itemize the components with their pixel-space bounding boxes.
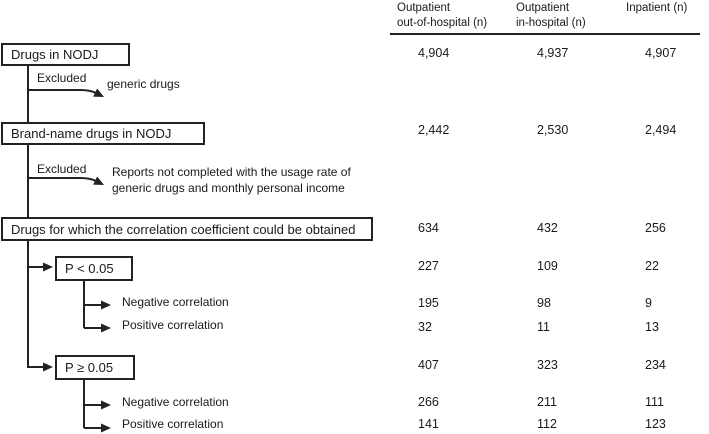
value-cell: 98 — [537, 296, 551, 310]
value-cell: 4,907 — [645, 46, 677, 60]
value-cell: 234 — [645, 358, 666, 372]
value-cell: 634 — [418, 221, 439, 235]
value-cell: 2,494 — [645, 123, 677, 137]
value-cell: 141 — [418, 417, 439, 431]
value-row-p-greater-negative: 266 211 111 — [0, 395, 709, 410]
box-drugs-in-nodj: Drugs in NODJ — [1, 43, 130, 66]
box-p-less-005: P < 0.05 — [55, 256, 133, 281]
value-cell: 112 — [537, 417, 557, 431]
value-cell: 32 — [418, 320, 432, 334]
box-p-greater-equal-005: P ≥ 0.05 — [55, 355, 135, 380]
pge-positive-label: Positive correlation — [122, 417, 224, 431]
value-cell: 4,937 — [537, 46, 569, 60]
value-cell: 9 — [645, 296, 652, 310]
excluded-2-label: Excluded — [37, 162, 87, 176]
column-header-outpatient-in-hospital: Outpatient in-hospital (n) — [516, 2, 586, 29]
excluded-2-arrow — [28, 176, 105, 186]
pge-negative-label: Negative correlation — [122, 395, 229, 409]
value-cell: 123 — [645, 417, 666, 431]
box-brand-name-drugs: Brand-name drugs in NODJ — [1, 122, 205, 145]
value-cell: 256 — [645, 221, 666, 235]
value-row-p-greater: 407 323 234 — [0, 358, 709, 373]
value-cell: 109 — [537, 259, 558, 273]
value-cell: 2,442 — [418, 123, 450, 137]
value-row-brand-name: 2,442 2,530 2,494 — [0, 123, 709, 138]
excluded-1-text: generic drugs — [107, 77, 180, 91]
excluded-2-text: Reports not completed with the usage rat… — [112, 165, 351, 195]
value-cell: 266 — [418, 395, 439, 409]
value-cell: 432 — [537, 221, 558, 235]
value-row-p-greater-positive: 141 112 123 — [0, 417, 709, 432]
plt-negative-label: Negative correlation — [122, 295, 229, 309]
value-cell: 323 — [537, 358, 558, 372]
header-rule — [390, 33, 700, 35]
plt-positive-label: Positive correlation — [122, 318, 224, 332]
box-correlation-obtained: Drugs for which the correlation coeffici… — [1, 217, 373, 241]
value-row-p-less: 227 109 22 — [0, 259, 709, 274]
excluded-1-label: Excluded — [37, 71, 87, 85]
excluded-1-arrow — [28, 88, 105, 98]
value-cell: 11 — [537, 320, 550, 334]
value-cell: 211 — [537, 395, 557, 409]
value-row-p-less-negative: 195 98 9 — [0, 296, 709, 311]
value-row-correlation-obtained: 634 432 256 — [0, 221, 709, 236]
column-header-inpatient: Inpatient (n) — [626, 2, 688, 14]
value-cell: 22 — [645, 259, 659, 273]
column-header-outpatient-out-of-hospital: Outpatient out-of-hospital (n) — [397, 2, 488, 29]
value-cell: 13 — [645, 320, 659, 334]
value-cell: 195 — [418, 296, 439, 310]
value-row-p-less-positive: 32 11 13 — [0, 320, 709, 335]
value-cell: 111 — [645, 395, 665, 409]
value-cell: 407 — [418, 358, 439, 372]
value-cell: 227 — [418, 259, 439, 273]
value-cell: 4,904 — [418, 46, 450, 60]
value-cell: 2,530 — [537, 123, 569, 137]
value-row-drugs-in-nodj: 4,904 4,937 4,907 — [0, 46, 709, 61]
